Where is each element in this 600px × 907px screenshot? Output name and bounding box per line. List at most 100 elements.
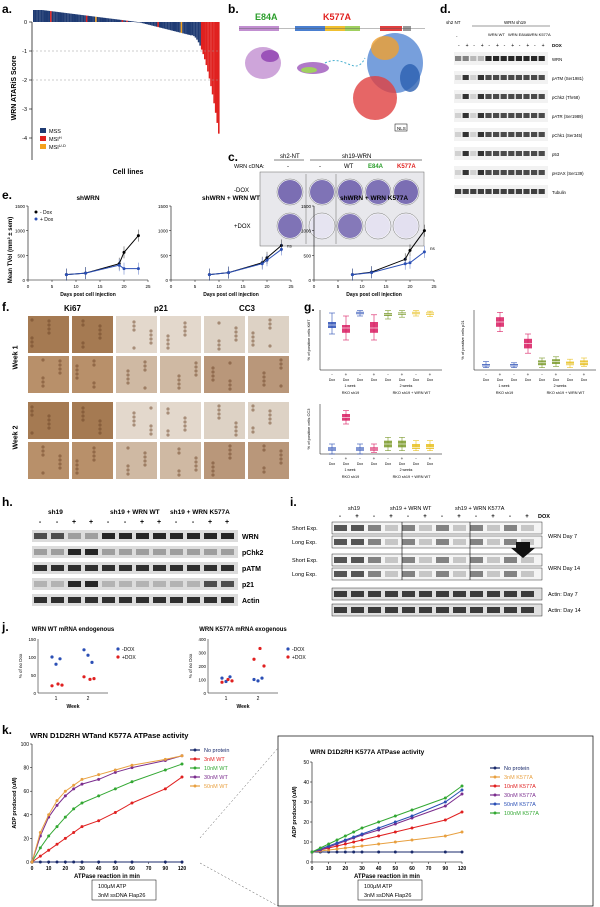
j-point <box>220 676 224 680</box>
a-bar <box>70 13 72 22</box>
i-band <box>521 591 534 597</box>
panel-e-label: e. <box>2 188 13 202</box>
f-cell <box>234 334 238 338</box>
i-band <box>487 525 500 531</box>
f-cell <box>41 471 45 475</box>
i-dox-sign: + <box>423 514 427 520</box>
f-cell <box>279 366 283 370</box>
e-ns: ns <box>430 246 436 251</box>
f-cell <box>166 429 170 433</box>
d-band <box>462 75 469 80</box>
i-band <box>419 557 432 563</box>
f-cell <box>211 469 215 473</box>
k-line <box>311 793 463 853</box>
d-band <box>523 151 530 156</box>
e-xtick-label: 20 <box>121 284 127 289</box>
j-point <box>86 653 90 657</box>
d-band <box>500 75 507 80</box>
e-ytick-label: 500 <box>303 253 311 258</box>
h-band <box>136 533 149 539</box>
h-band <box>68 581 81 587</box>
d-band <box>523 113 530 118</box>
j-point <box>50 655 54 659</box>
a-bar <box>190 22 192 36</box>
f-cell <box>194 361 198 365</box>
f-cell <box>92 359 96 363</box>
panel-b-label: b. <box>228 2 239 16</box>
a-bar <box>78 14 80 22</box>
mutation-k577a: K577A <box>323 12 352 22</box>
f-cell <box>234 330 238 334</box>
d-band <box>508 132 515 137</box>
a-bar <box>71 13 74 22</box>
c-header-ctrl: sh2-NT <box>280 154 300 160</box>
h-dox-sign: + <box>140 519 144 526</box>
a-bar <box>137 22 139 23</box>
g-dox-lbl: Dox <box>553 378 559 382</box>
f-tile <box>160 356 201 393</box>
f-cell <box>228 456 232 460</box>
f-cell <box>166 338 170 342</box>
a-bar <box>123 20 125 22</box>
i-band <box>419 571 432 577</box>
g-box <box>370 322 378 333</box>
h-row-label: Actin <box>242 598 260 605</box>
d-band <box>538 189 545 194</box>
panel-f-ihc: Ki67 p21 CC3 Week 1 Week 2 <box>12 304 294 484</box>
a-bar <box>213 22 215 104</box>
a-bar <box>33 10 35 22</box>
a-bar <box>84 15 86 22</box>
a-bar <box>168 22 170 30</box>
e-line-1 <box>209 249 282 276</box>
f-cell <box>41 384 45 388</box>
k-ytick-label: 20 <box>303 820 309 826</box>
f-cell <box>251 335 255 339</box>
i-band <box>504 539 517 545</box>
f-cell <box>75 459 79 463</box>
c-col-4: K577A <box>397 164 416 170</box>
k-ytick-label: 0 <box>306 860 309 866</box>
d-dox-sign: + <box>542 43 545 49</box>
k-xtick-label: 70 <box>146 866 152 872</box>
f-cell <box>177 378 181 382</box>
i-band <box>334 571 347 577</box>
a-bar <box>193 22 195 37</box>
d-dox-sign: - <box>534 43 536 49</box>
d-dox-sign: - <box>519 43 521 49</box>
i-band <box>385 607 398 613</box>
d-band <box>470 94 477 99</box>
f-cell <box>211 370 215 374</box>
g-dox-sign: - <box>387 372 389 377</box>
a-ytick-label: -1 <box>22 49 27 55</box>
c-well-colonies <box>338 214 362 238</box>
h-band <box>68 597 81 603</box>
f-cell <box>251 331 255 335</box>
j-ytick-label: 300 <box>198 651 206 656</box>
d-band <box>531 113 538 118</box>
h-band <box>170 597 183 603</box>
g-dox-sign: + <box>527 372 530 377</box>
a-bar <box>102 17 105 22</box>
g-dox-lbl: Dox <box>329 378 335 382</box>
i-band <box>470 557 483 563</box>
g-dox-lbl: Dox <box>357 378 363 382</box>
f-row-0: Week 1 <box>12 345 20 370</box>
legend-msiud: MSIU-D <box>49 143 66 151</box>
f-cell <box>183 416 187 420</box>
f-cell <box>217 343 221 347</box>
j-ylabel: % of no Dox <box>18 653 23 678</box>
k-legend-item: 3nM K577A <box>504 775 533 781</box>
h-row-label: WRN <box>242 534 259 541</box>
c-well-colonies <box>394 180 418 204</box>
i-dox-sign: - <box>373 514 375 520</box>
a-bar <box>210 22 212 87</box>
d-band <box>493 75 500 80</box>
g-dox-lbl: Dox <box>427 462 433 466</box>
a-bar <box>197 22 200 43</box>
j-point <box>260 676 264 680</box>
d-band <box>523 132 530 137</box>
g-group-1: RKO sh19 + WRN WT <box>393 391 432 395</box>
i-band <box>487 591 500 597</box>
i-right-3: Actin: Day 14 <box>548 608 581 614</box>
g-dox-sign: + <box>401 372 404 377</box>
